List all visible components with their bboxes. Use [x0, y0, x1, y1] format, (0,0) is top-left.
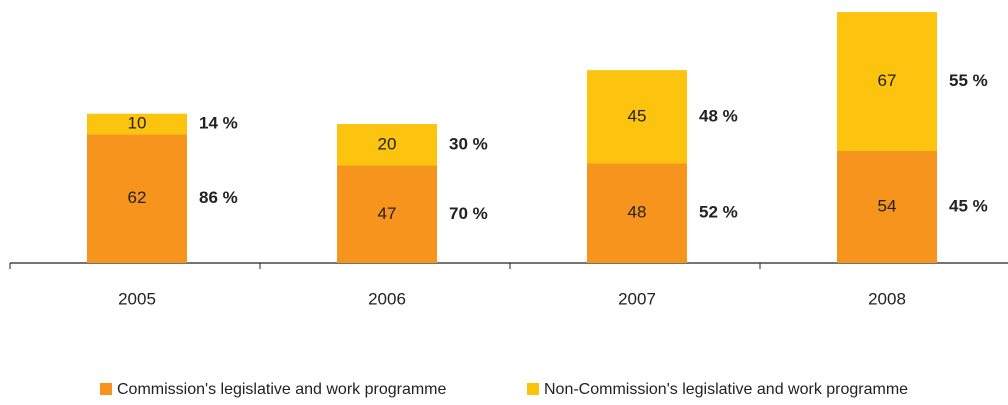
share-label: 86 %	[199, 188, 238, 207]
bar-segment	[337, 165, 437, 263]
data-label: 48	[628, 203, 647, 222]
data-label: 62	[128, 188, 147, 207]
bar-segment	[587, 70, 687, 164]
x-tick-label: 2006	[368, 289, 406, 308]
legend-label: Commission's legislative and work progra…	[117, 381, 446, 398]
legend-label: Non-Commission's legislative and work pr…	[544, 381, 908, 398]
bar-segment	[87, 134, 187, 263]
x-tick-label: 2007	[618, 289, 656, 308]
x-tick-label: 2005	[118, 289, 156, 308]
bar-segment	[337, 124, 437, 166]
share-label: 30 %	[449, 134, 488, 153]
share-label: 14 %	[199, 114, 238, 133]
share-label: 70 %	[449, 204, 488, 223]
data-label: 47	[378, 204, 397, 223]
data-label: 54	[878, 196, 897, 215]
data-label: 67	[878, 71, 897, 90]
data-label: 20	[378, 134, 397, 153]
data-label: 10	[128, 114, 147, 133]
share-label: 55 %	[949, 71, 988, 90]
bar-segment	[837, 12, 937, 152]
share-label: 45 %	[949, 196, 988, 215]
x-tick-label: 2008	[868, 289, 906, 308]
share-label: 52 %	[699, 203, 738, 222]
data-label: 45	[628, 106, 647, 125]
legend-swatch	[100, 383, 112, 395]
bar-segment	[587, 163, 687, 263]
bar-segment	[87, 113, 187, 135]
share-label: 48 %	[699, 106, 738, 125]
legend-swatch	[527, 383, 539, 395]
bar-segment	[837, 151, 937, 263]
